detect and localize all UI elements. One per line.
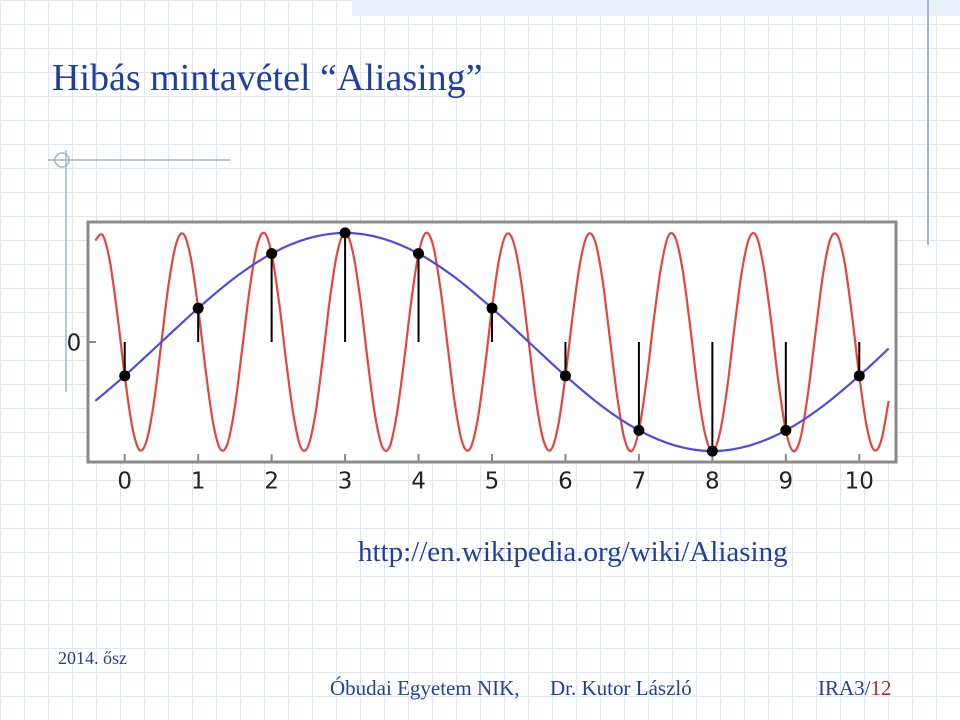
x-tick-label: 0 [117,469,132,495]
sample-point [853,370,865,382]
sample-point [486,302,498,314]
chart: 0 1 2 3 4 5 6 7 8 9 10 0 [67,220,898,495]
sample-point [119,370,131,382]
x-tick-label: 10 [845,469,874,495]
footer-institution: Óbudai Egyetem NIK, [330,676,520,700]
x-tick-label: 5 [485,469,500,495]
x-tick-label: 4 [411,469,426,495]
sample-point [339,227,351,239]
footer-author: Dr. Kutor László [550,676,692,700]
sample-point [413,248,425,260]
plot-area [86,220,898,464]
y-tick-label: 0 [67,331,82,357]
source-link: http://en.wikipedia.org/wiki/Aliasing [358,536,788,568]
slide-title: Hibás mintavétel “Aliasing” [52,57,483,99]
x-tick-label: 2 [264,469,279,495]
sample-point [266,248,278,260]
course: IRA3/ [818,676,871,700]
x-tick-label: 8 [705,469,720,495]
footer-date: 2014. ősz [58,648,127,668]
footer-course: IRA3/12 [818,676,892,701]
sample-point [706,445,718,457]
sample-point [633,424,645,436]
sample-point [192,302,204,314]
x-tick-label: 6 [558,469,573,495]
page-number: 12 [870,676,892,700]
x-tick-label: 3 [338,469,353,495]
x-tick-label: 9 [778,469,793,495]
x-tick-label: 7 [632,469,647,495]
top-strip [352,0,960,16]
sample-point [780,424,792,436]
x-tick-label: 1 [191,469,206,495]
sample-point [559,370,571,382]
